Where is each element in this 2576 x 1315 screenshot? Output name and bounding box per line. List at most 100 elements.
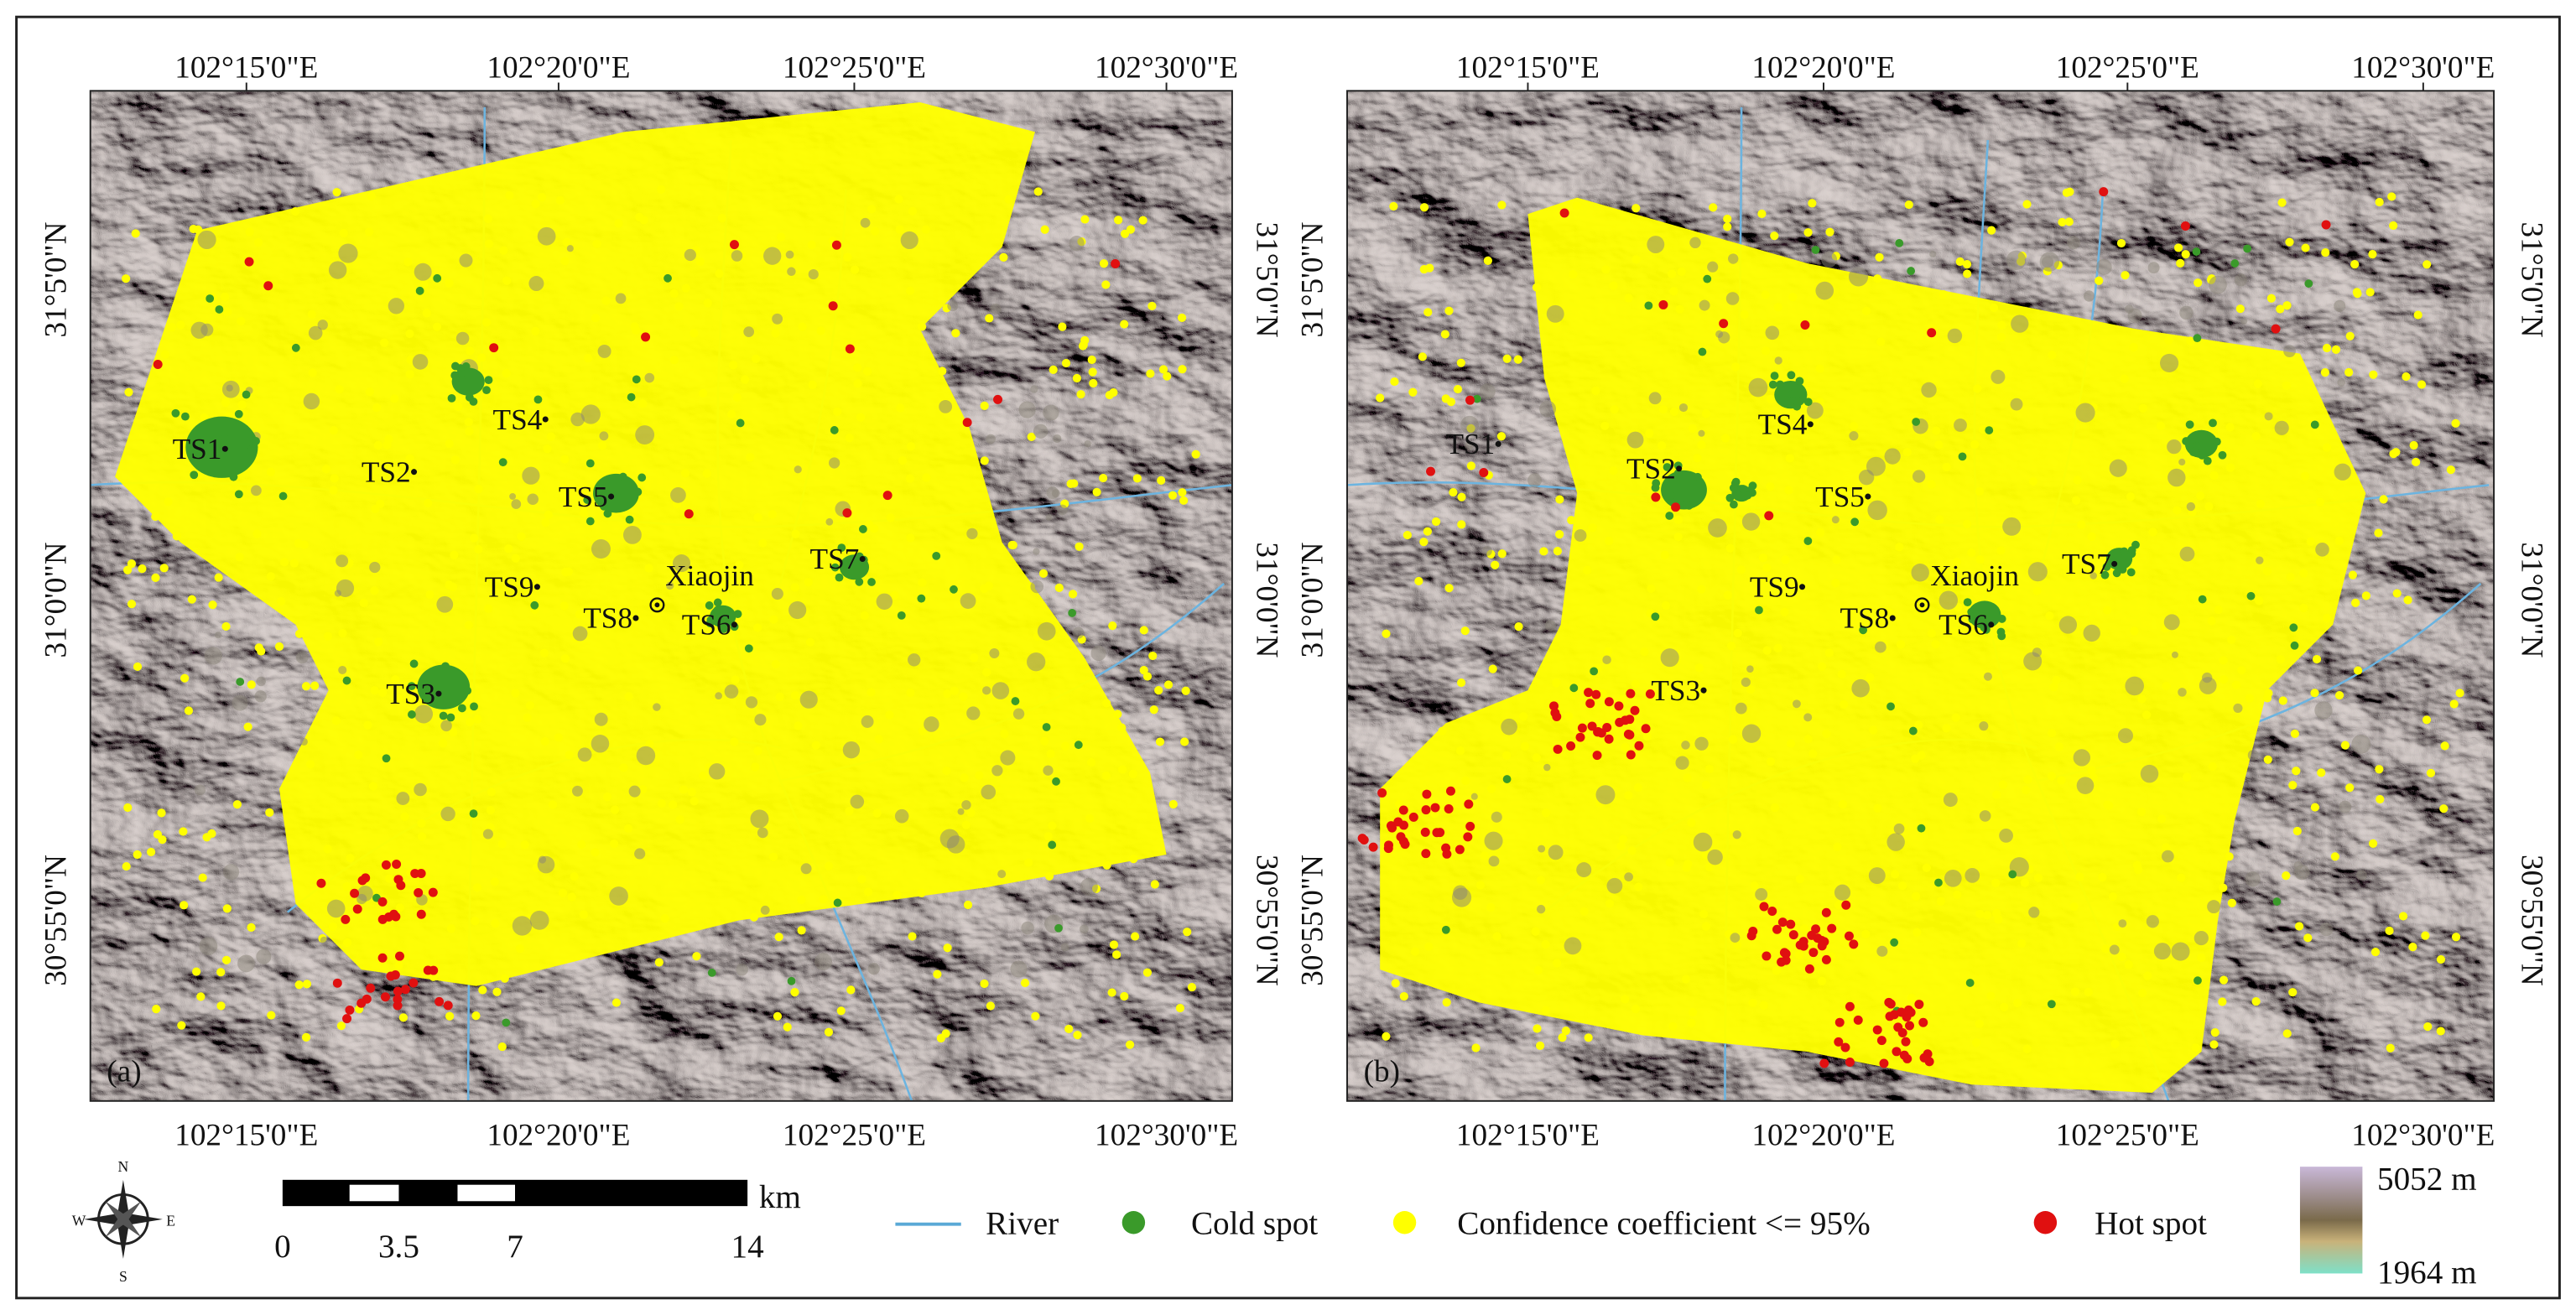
confidence-point (2278, 696, 2287, 705)
confidence-point (1766, 757, 1776, 767)
gap (1693, 832, 1713, 852)
confidence-point (445, 278, 454, 288)
confidence-point (771, 329, 780, 338)
hot-spot (1465, 821, 1475, 831)
confidence-point (866, 688, 876, 697)
confidence-point (966, 808, 976, 818)
gap (190, 321, 208, 339)
gap (1858, 469, 1875, 486)
town-marker (654, 602, 660, 608)
confidence-point (1704, 764, 1715, 774)
confidence-point (1131, 932, 1140, 941)
cold-spot (1886, 702, 1895, 711)
x-tick-label: 102°25'0"E (2056, 1119, 2199, 1153)
hot-spot (1901, 1037, 1911, 1047)
gap (708, 763, 726, 780)
confidence-point (1668, 1021, 1678, 1031)
confidence-point (307, 309, 316, 319)
confidence-point (1099, 259, 1109, 268)
confidence-point (1000, 730, 1009, 739)
confidence-point (1618, 834, 1628, 844)
confidence-point (1914, 720, 1923, 730)
hot-spot (391, 912, 401, 922)
confidence-point (1834, 901, 1844, 910)
confidence-point (449, 582, 458, 592)
gap (317, 320, 328, 330)
cold-spot (2192, 449, 2200, 457)
confidence-point (1179, 496, 1189, 505)
confidence-point (372, 403, 382, 413)
gap (414, 704, 434, 724)
y-tick-label: 31°0'0"N (1249, 542, 1283, 658)
confidence-point (172, 532, 181, 541)
gap (2334, 463, 2351, 481)
site-label: TS6 (1939, 609, 1988, 642)
hot-spot (1834, 1017, 1845, 1027)
hot-spot (831, 240, 841, 250)
gap (1484, 831, 1503, 850)
cold-spot (1665, 512, 1674, 520)
confidence-point (1657, 441, 1667, 450)
confidence-point (1180, 737, 1189, 746)
confidence-point (1449, 487, 1458, 497)
confidence-point (2251, 431, 2261, 441)
confidence-point (798, 322, 807, 331)
confidence-point (2071, 496, 2081, 505)
confidence-point (1502, 751, 1512, 760)
gap (814, 953, 832, 971)
cold-spot (1068, 609, 1077, 617)
confidence-point (490, 877, 499, 886)
confidence-point (466, 346, 475, 356)
gap (609, 886, 628, 906)
confidence-point (306, 760, 315, 769)
confidence-point (1569, 270, 1578, 279)
hot-spot (342, 1014, 352, 1024)
cold-spot (1651, 483, 1660, 492)
hot-spot (1840, 1042, 1850, 1053)
gap (2058, 616, 2078, 634)
cold-spot (855, 577, 864, 586)
site-marker (859, 555, 866, 563)
confidence-point (601, 296, 611, 305)
cold-spot (2117, 560, 2126, 569)
gap (2245, 871, 2261, 887)
confidence-point (2087, 766, 2096, 775)
confidence-point (1971, 1038, 1981, 1047)
confidence-point (483, 214, 493, 223)
gap (1876, 945, 1888, 957)
confidence-point (127, 559, 137, 569)
confidence-point (1808, 749, 1818, 758)
gap (2073, 749, 2091, 767)
gap (2162, 850, 2174, 863)
scale-bar-segment (349, 1184, 399, 1202)
x-tick-label: 102°15'0"E (174, 51, 318, 86)
confidence-point (807, 240, 816, 250)
confidence-point (2403, 595, 2412, 605)
confidence-point (405, 329, 414, 339)
confidence-point (152, 1005, 161, 1014)
cold-spot (470, 702, 478, 711)
confidence-point (1750, 881, 1759, 891)
gap (754, 714, 767, 726)
confidence-point (266, 467, 276, 476)
gap (2075, 403, 2095, 423)
confidence-point (1142, 968, 1152, 977)
confidence-point (1555, 530, 1564, 539)
hot-spot (1886, 999, 1896, 1009)
gap (527, 493, 539, 505)
cold-spot (2047, 1000, 2056, 1009)
hot-spot (1777, 917, 1788, 928)
gap (591, 735, 610, 753)
gap (1060, 943, 1069, 952)
confidence-point (2054, 742, 2064, 751)
confidence-point (2451, 933, 2461, 942)
cold-spot (1811, 246, 1820, 254)
hot-spot (684, 509, 694, 519)
gap (412, 354, 429, 370)
confidence-point (864, 520, 874, 529)
hot-spot (1885, 1011, 1895, 1021)
confidence-point (403, 257, 413, 267)
confidence-point (1697, 585, 1706, 594)
hot-spot (1377, 787, 1387, 798)
hot-spot (381, 860, 391, 870)
